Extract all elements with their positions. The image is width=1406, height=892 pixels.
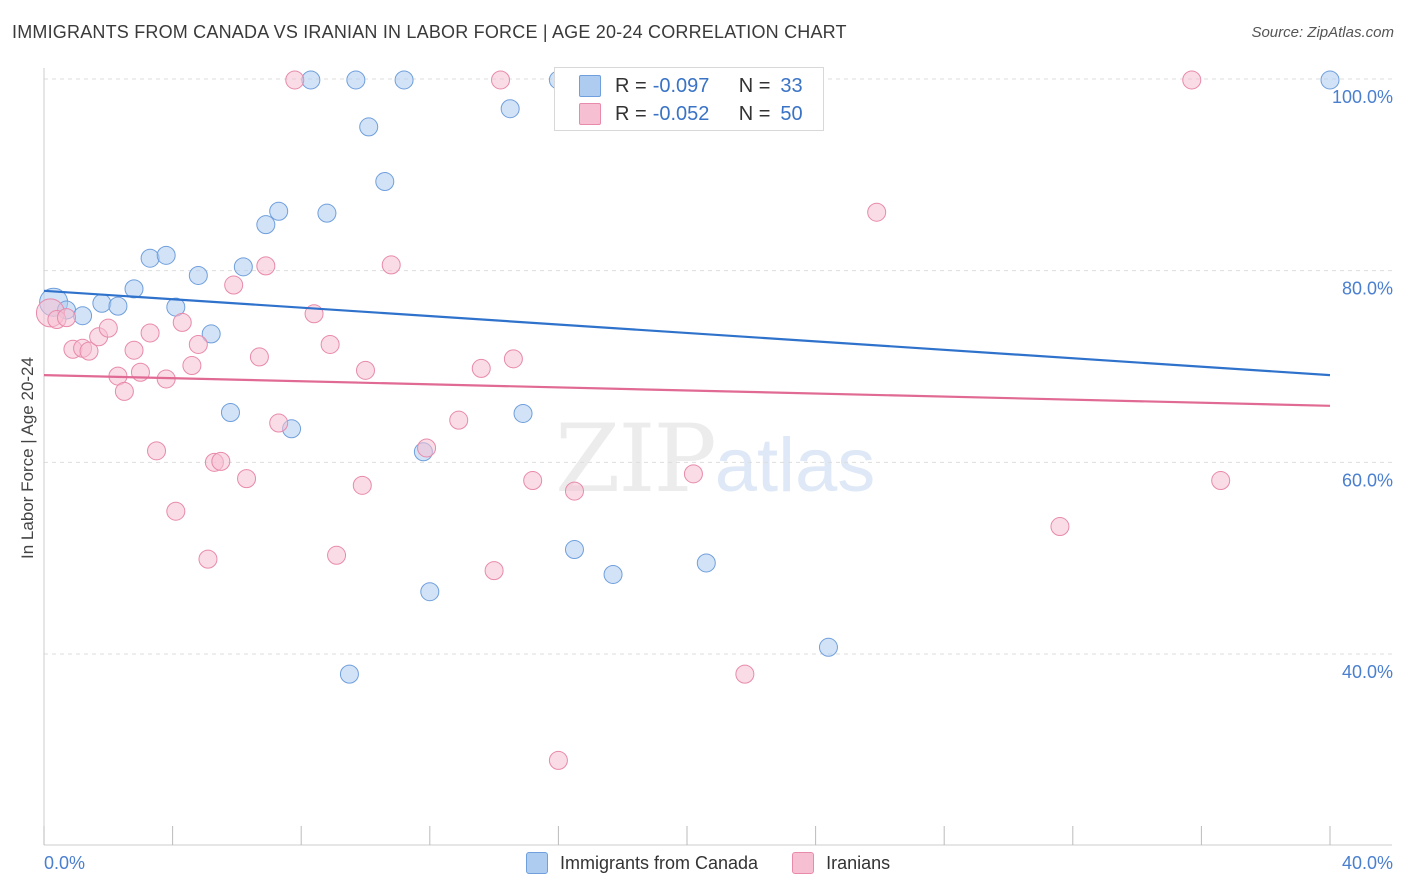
- data-point-iranians: [735, 664, 755, 684]
- data-point-canada: [375, 172, 395, 192]
- data-point-canada: [346, 70, 366, 90]
- data-point-iranians: [523, 471, 543, 491]
- data-point-iranians: [320, 334, 340, 354]
- data-point-iranians: [449, 410, 469, 430]
- data-point-canada: [108, 296, 128, 316]
- data-point-iranians: [867, 202, 887, 222]
- legend-swatch-iranians: [792, 852, 815, 874]
- series-legend: Immigrants from Canada Iranians: [526, 852, 924, 874]
- data-point-iranians: [548, 750, 568, 770]
- data-point-iranians: [166, 501, 186, 521]
- data-point-canada: [140, 248, 160, 268]
- data-point-iranians: [484, 561, 504, 581]
- data-point-iranians: [224, 275, 244, 295]
- data-point-iranians: [417, 438, 437, 458]
- y-tick-label: 60.0%: [1342, 470, 1393, 490]
- data-point-iranians: [57, 308, 77, 328]
- data-point-canada: [339, 664, 359, 684]
- legend-r-label: R =: [615, 74, 647, 97]
- data-point-canada: [269, 201, 289, 221]
- legend-swatch-canada: [526, 852, 548, 874]
- data-point-iranians: [683, 464, 703, 484]
- data-point-canada: [220, 403, 240, 422]
- x-tick-label: 40.0%: [1342, 853, 1393, 873]
- data-point-iranians: [182, 356, 202, 376]
- data-point-canada: [301, 70, 321, 90]
- legend-label-canada: Immigrants from Canada: [560, 852, 759, 873]
- data-point-canada: [201, 324, 221, 344]
- legend-row-iranians: R = -0.052 N = 50: [555, 100, 803, 128]
- data-point-iranians: [564, 481, 584, 501]
- data-point-canada: [256, 215, 276, 235]
- data-point-iranians: [140, 323, 160, 343]
- legend-r-value: -0.052: [652, 102, 710, 125]
- data-point-iranians: [1182, 70, 1202, 90]
- data-point-iranians: [285, 70, 305, 90]
- data-point-canada: [420, 582, 440, 602]
- y-tick-label: 100.0%: [1332, 87, 1393, 107]
- data-point-canada: [233, 257, 253, 277]
- legend-n-value: 50: [780, 102, 803, 125]
- data-point-iranians: [381, 255, 401, 275]
- data-point-canada: [818, 637, 838, 657]
- data-point-iranians: [114, 381, 134, 401]
- x-tick-label: 0.0%: [44, 853, 85, 873]
- data-point-iranians: [356, 360, 375, 380]
- legend-row-canada: R = -0.097 N = 33: [555, 72, 803, 100]
- legend-item-iranians[interactable]: Iranians: [792, 852, 890, 874]
- data-point-canada: [188, 265, 208, 285]
- legend-label-iranians: Iranians: [826, 852, 891, 873]
- data-point-iranians: [1050, 517, 1070, 537]
- data-point-iranians: [352, 475, 372, 495]
- chart-title: IMMIGRANTS FROM CANADA VS IRANIAN IN LAB…: [12, 22, 847, 42]
- legend-r-value: -0.097: [652, 74, 710, 97]
- data-point-iranians: [249, 347, 269, 367]
- trend-line-canada: [43, 289, 1331, 377]
- data-point-canada: [394, 70, 414, 90]
- data-point-iranians: [172, 312, 192, 332]
- data-point-canada: [603, 564, 623, 584]
- data-point-iranians: [188, 334, 208, 354]
- stats-legend: R = -0.097 N = 33 R = -0.052 N = 50: [554, 67, 824, 131]
- data-point-canada: [1320, 70, 1340, 90]
- data-point-canada: [92, 293, 112, 313]
- data-point-iranians: [1211, 471, 1231, 491]
- data-point-iranians: [269, 413, 289, 433]
- watermark-atlas: atlas: [714, 423, 876, 508]
- data-point-iranians: [327, 545, 347, 565]
- data-point-iranians: [198, 549, 218, 569]
- data-point-iranians: [237, 469, 257, 489]
- legend-n-value: 33: [780, 74, 803, 97]
- data-point-canada: [564, 540, 584, 560]
- legend-swatch-iranians: [579, 103, 601, 125]
- trend-line-iranians: [43, 374, 1331, 407]
- data-point-canada: [156, 245, 176, 265]
- legend-n-label: N =: [738, 102, 771, 125]
- data-point-iranians: [124, 340, 144, 360]
- source-label: Source: ZipAtlas.com: [1251, 24, 1394, 41]
- data-point-canada: [513, 403, 533, 423]
- data-point-iranians: [147, 441, 167, 461]
- y-tick-label: 40.0%: [1342, 662, 1393, 682]
- data-point-iranians: [503, 349, 523, 369]
- legend-n-label: N =: [738, 74, 771, 97]
- data-point-canada: [124, 279, 144, 299]
- data-point-canada: [500, 99, 520, 119]
- data-point-iranians: [211, 451, 231, 471]
- data-point-iranians: [471, 358, 491, 378]
- data-point-iranians: [491, 70, 511, 90]
- data-point-canada: [696, 553, 716, 573]
- data-point-iranians: [256, 256, 276, 276]
- legend-swatch-canada: [579, 75, 601, 97]
- data-point-iranians: [79, 341, 99, 361]
- legend-item-canada[interactable]: Immigrants from Canada: [526, 852, 758, 874]
- data-point-canada: [317, 203, 337, 223]
- data-point-canada: [73, 306, 93, 326]
- data-point-canada: [359, 117, 379, 137]
- legend-r-label: R =: [615, 102, 647, 125]
- data-point-iranians: [98, 318, 118, 338]
- y-tick-label: 80.0%: [1342, 279, 1393, 299]
